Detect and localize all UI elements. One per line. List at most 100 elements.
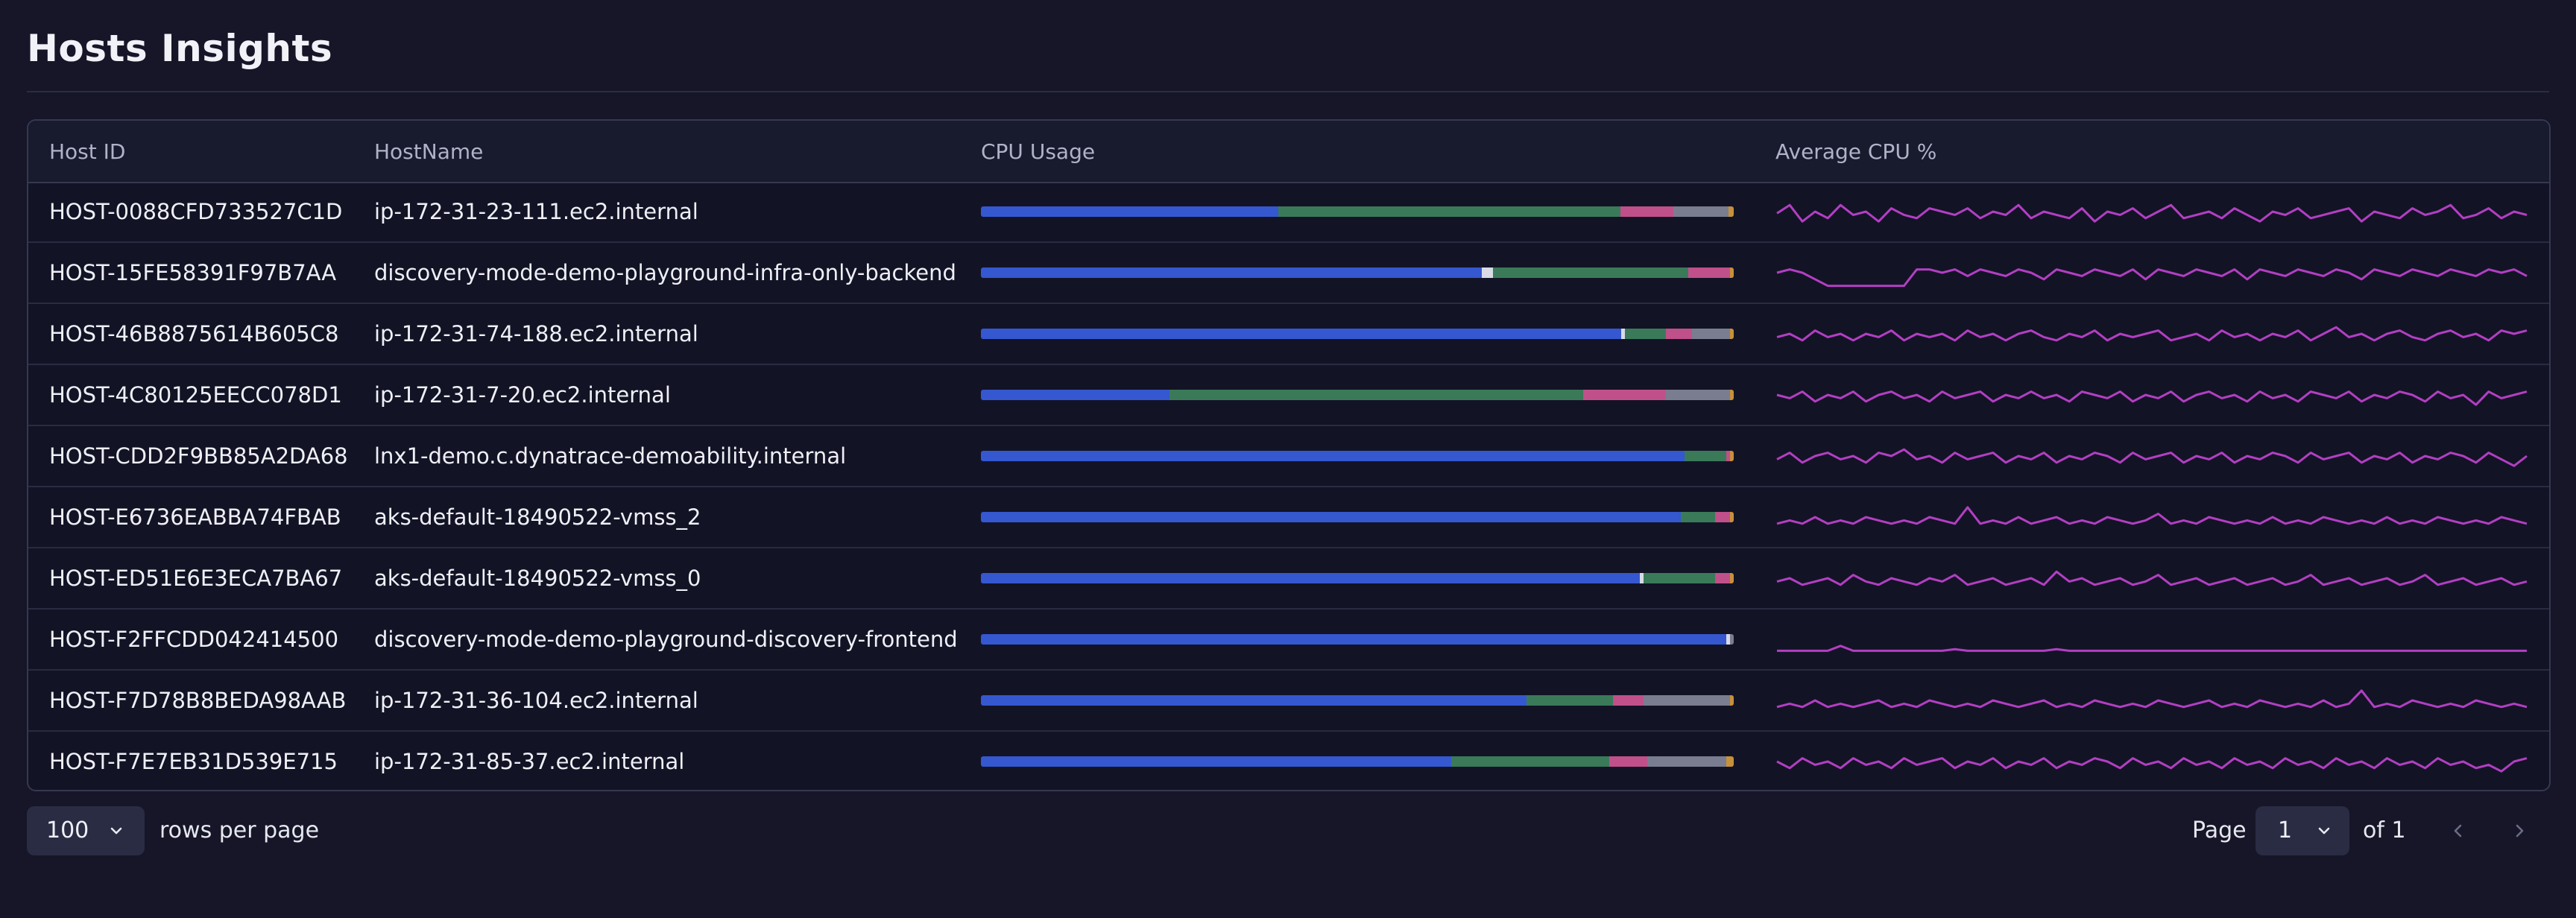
cpu-usage-segment-f	[1729, 573, 1734, 583]
chevron-left-icon[interactable]	[2439, 806, 2476, 855]
cpu-usage-segment-d	[1666, 329, 1693, 339]
rows-per-page-value: 100	[46, 817, 89, 843]
rows-per-page-select[interactable]: 100	[27, 806, 145, 855]
chevron-down-icon	[2318, 827, 2330, 835]
table-row[interactable]: HOST-F2FFCDD042414500 discovery-mode-demo…	[28, 610, 2549, 671]
host-id-cell: HOST-ED51E6E3ECA7BA67	[49, 566, 343, 591]
cpu-usage-bar	[981, 512, 1734, 522]
page-select-value: 1	[2278, 817, 2293, 843]
hosts-table: Host ID HostName CPU Usage Average CPU %…	[27, 119, 2551, 791]
cpu-usage-segment-a	[981, 390, 1169, 400]
cpu-usage-segment-f	[1729, 390, 1734, 400]
cpu-usage-segment-e	[1647, 756, 1726, 767]
table-row[interactable]: HOST-F7D78B8BEDA98AAB ip-172-31-36-104.ec…	[28, 671, 2549, 732]
page-label: Page	[2192, 817, 2247, 843]
cpu-usage-segment-f	[1729, 512, 1734, 522]
cpu-usage-segment-a	[981, 206, 1278, 217]
cpu-usage-segment-e	[1673, 206, 1729, 217]
cpu-usage-bar	[981, 268, 1734, 278]
table-row[interactable]: HOST-4C80125EECC078D1 ip-172-31-7-20.ec2.…	[28, 365, 2549, 426]
table-row[interactable]: HOST-F7E7EB31D539E715 ip-172-31-85-37.ec2…	[28, 732, 2549, 790]
average-cpu-sparkline	[1776, 689, 2528, 709]
cpu-usage-segment-a	[981, 451, 1685, 461]
cpu-usage-segment-a	[981, 634, 1726, 645]
average-cpu-sparkline	[1776, 326, 2528, 342]
cpu-usage-segment-f	[1729, 451, 1734, 461]
cpu-usage-bar	[981, 451, 1734, 461]
hostname-cell: discovery-mode-demo-playground-infra-onl…	[374, 260, 956, 285]
cpu-usage-segment-e	[1729, 634, 1734, 645]
sparkline-path	[1776, 203, 2528, 223]
cpu-usage-bar	[981, 634, 1734, 645]
cpu-usage-segment-d	[1714, 573, 1730, 583]
table-row[interactable]: HOST-E6736EABBA74FBAB aks-default-1849052…	[28, 487, 2549, 548]
average-cpu-sparkline	[1776, 757, 2528, 773]
title-divider	[27, 91, 2549, 92]
hostname-cell: ip-172-31-36-104.ec2.internal	[374, 688, 698, 713]
host-id-cell: HOST-46B8875614B605C8	[49, 321, 339, 346]
cpu-usage-segment-a	[981, 573, 1640, 583]
hostname-cell: aks-default-18490522-vmss_0	[374, 566, 701, 591]
cpu-usage-segment-f	[1729, 268, 1734, 278]
column-header-host-id[interactable]: Host ID	[49, 139, 126, 164]
average-cpu-sparkline	[1776, 390, 2528, 406]
cpu-usage-segment-a	[981, 512, 1682, 522]
host-id-cell: HOST-E6736EABBA74FBAB	[49, 504, 341, 530]
average-cpu-sparkline	[1776, 203, 2528, 223]
cpu-usage-segment-d	[1688, 268, 1730, 278]
host-id-cell: HOST-CDD2F9BB85A2DA68	[49, 443, 348, 469]
column-header-hostname[interactable]: HostName	[374, 139, 484, 164]
cpu-usage-segment-c	[1643, 573, 1715, 583]
cpu-usage-segment-a	[981, 268, 1482, 278]
hostname-cell: aks-default-18490522-vmss_2	[374, 504, 701, 530]
hostname-cell: ip-172-31-85-37.ec2.internal	[374, 749, 685, 774]
cpu-usage-bar	[981, 206, 1734, 217]
table-header: Host ID HostName CPU Usage Average CPU %	[28, 121, 2549, 183]
column-header-average-cpu[interactable]: Average CPU %	[1775, 139, 1937, 164]
cpu-usage-segment-b	[1481, 268, 1493, 278]
sparkline-path	[1776, 448, 2528, 467]
table-row[interactable]: HOST-15FE58391F97B7AA discovery-mode-demo…	[28, 243, 2549, 304]
cpu-usage-segment-c	[1624, 329, 1667, 339]
sparkline-path	[1776, 390, 2528, 406]
sparkline-path	[1776, 268, 2528, 288]
chevron-down-icon	[110, 827, 122, 835]
sparkline-path	[1776, 757, 2528, 773]
page-select[interactable]: 1	[2255, 806, 2349, 855]
cpu-usage-segment-f	[1729, 695, 1734, 706]
cpu-usage-segment-c	[1451, 756, 1610, 767]
table-row[interactable]: HOST-0088CFD733527C1D ip-172-31-23-111.ec…	[28, 182, 2549, 243]
sparkline-path	[1776, 506, 2528, 525]
chevron-right-icon[interactable]	[2501, 806, 2539, 855]
cpu-usage-segment-d	[1613, 695, 1644, 706]
column-header-cpu-usage[interactable]: CPU Usage	[981, 139, 1096, 164]
cpu-usage-segment-c	[1169, 390, 1583, 400]
host-id-cell: HOST-F7E7EB31D539E715	[49, 749, 338, 774]
cpu-usage-segment-c	[1527, 695, 1614, 706]
cpu-usage-segment-f	[1728, 206, 1734, 217]
cpu-usage-bar	[981, 695, 1734, 706]
average-cpu-sparkline	[1776, 268, 2528, 288]
hostname-cell: ip-172-31-7-20.ec2.internal	[374, 382, 671, 408]
hostname-cell: discovery-mode-demo-playground-discovery…	[374, 627, 958, 652]
cpu-usage-segment-a	[981, 329, 1621, 339]
table-row[interactable]: HOST-ED51E6E3ECA7BA67 aks-default-1849052…	[28, 548, 2549, 610]
table-row[interactable]: HOST-CDD2F9BB85A2DA68 lnx1-demo.c.dynatra…	[28, 426, 2549, 487]
page-count-label: of 1	[2363, 817, 2406, 843]
cpu-usage-segment-a	[981, 756, 1452, 767]
host-id-cell: HOST-F7D78B8BEDA98AAB	[49, 688, 347, 713]
cpu-usage-segment-d	[1714, 512, 1730, 522]
cpu-usage-segment-c	[1685, 451, 1726, 461]
cpu-usage-segment-b	[1639, 573, 1644, 583]
sparkline-path	[1777, 645, 2527, 652]
sparkline-path	[1776, 326, 2528, 342]
page-title: Hosts Insights	[27, 27, 333, 70]
cpu-usage-bar	[981, 573, 1734, 583]
host-id-cell: HOST-0088CFD733527C1D	[49, 199, 343, 224]
cpu-usage-segment-e	[1643, 695, 1730, 706]
cpu-usage-segment-c	[1278, 206, 1621, 217]
table-row[interactable]: HOST-46B8875614B605C8 ip-172-31-74-188.ec…	[28, 304, 2549, 365]
average-cpu-sparkline	[1777, 645, 2527, 652]
cpu-usage-segment-c	[1492, 268, 1689, 278]
